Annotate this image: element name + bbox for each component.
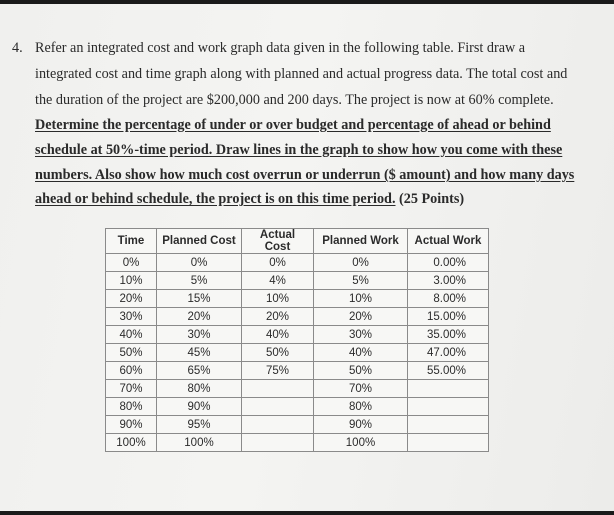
question-line-6: numbers. Also show how much cost overrun… <box>35 167 575 183</box>
cell-time: 40% <box>105 325 157 344</box>
cell-time: 50% <box>105 343 157 362</box>
cell-actual-cost: 75% <box>241 361 314 380</box>
cell-actual-cost: 10% <box>241 289 314 308</box>
question-line-3: the duration of the project are $200,000… <box>35 92 554 108</box>
cell-actual-work <box>407 415 489 434</box>
progress-data-table: Time Planned Cost Actual Cost Planned Wo… <box>105 228 489 452</box>
cell-time: 100% <box>105 433 157 452</box>
cell-actual-work <box>407 397 489 416</box>
cell-actual-cost: 40% <box>241 325 314 344</box>
cell-time: 60% <box>105 361 157 380</box>
cell-actual-work: 3.00% <box>407 271 489 290</box>
question-line-1: Refer an integrated cost and work graph … <box>35 40 526 56</box>
cell-actual-work: 47.00% <box>407 343 489 362</box>
table-row: 100% 100% 100% <box>105 433 489 452</box>
cell-actual-work: 8.00% <box>407 289 489 308</box>
cell-actual-cost <box>241 415 314 434</box>
cell-time: 90% <box>105 415 157 434</box>
cell-planned-work: 0% <box>313 253 408 272</box>
cell-actual-work: 0.00% <box>407 253 489 272</box>
question-line-2: integrated cost and time graph along wit… <box>35 66 568 82</box>
header-actual-cost: Actual Cost <box>241 228 314 254</box>
question-line-4: Determine the percentage of under or ove… <box>35 117 551 133</box>
cell-planned-work: 30% <box>313 325 408 344</box>
cell-actual-cost <box>241 433 314 452</box>
cell-planned-cost: 0% <box>156 253 242 272</box>
cell-planned-cost: 5% <box>156 271 242 290</box>
cell-actual-cost <box>241 397 314 416</box>
cell-planned-cost: 15% <box>156 289 242 308</box>
cell-planned-work: 80% <box>313 397 408 416</box>
cell-planned-work: 40% <box>313 343 408 362</box>
cell-time: 30% <box>105 307 157 326</box>
cell-actual-work: 35.00% <box>407 325 489 344</box>
header-actual-work: Actual Work <box>407 228 489 254</box>
cell-actual-cost <box>241 379 314 398</box>
worksheet-page: 4. Refer an integrated cost and work gra… <box>0 4 614 511</box>
cell-planned-cost: 95% <box>156 415 242 434</box>
table-row: 80% 90% 80% <box>105 397 489 416</box>
cell-planned-work: 70% <box>313 379 408 398</box>
cell-actual-work: 15.00% <box>407 307 489 326</box>
table-row: 0% 0% 0% 0% 0.00% <box>105 253 489 272</box>
cell-actual-cost: 4% <box>241 271 314 290</box>
header-planned-cost: Planned Cost <box>156 228 242 254</box>
cell-planned-cost: 30% <box>156 325 242 344</box>
cell-actual-cost: 0% <box>241 253 314 272</box>
table-body: 0% 0% 0% 0% 0.00% 10% 5% 4% 5% 3.00% 20% 15% 10% 10… <box>105 253 489 452</box>
table-row: 40% 30% 40% 30% 35.00% <box>105 325 489 344</box>
cell-time: 80% <box>105 397 157 416</box>
cell-actual-cost: 50% <box>241 343 314 362</box>
cell-planned-work: 5% <box>313 271 408 290</box>
table-row: 90% 95% 90% <box>105 415 489 434</box>
cell-planned-cost: 100% <box>156 433 242 452</box>
cell-actual-work <box>407 379 489 398</box>
cell-time: 20% <box>105 289 157 308</box>
cell-planned-work: 50% <box>313 361 408 380</box>
header-planned-work: Planned Work <box>313 228 408 254</box>
cell-planned-cost: 45% <box>156 343 242 362</box>
cell-actual-work: 55.00% <box>407 361 489 380</box>
question-line-7: ahead or behind schedule, the project is… <box>35 191 464 208</box>
table-row: 30% 20% 20% 20% 15.00% <box>105 307 489 326</box>
table-header-row: Time Planned Cost Actual Cost Planned Wo… <box>105 228 489 254</box>
cell-planned-cost: 80% <box>156 379 242 398</box>
table-row: 60% 65% 75% 50% 55.00% <box>105 361 489 380</box>
cell-actual-cost: 20% <box>241 307 314 326</box>
cell-time: 70% <box>105 379 157 398</box>
cell-planned-cost: 20% <box>156 307 242 326</box>
table-row: 20% 15% 10% 10% 8.00% <box>105 289 489 308</box>
table-row: 70% 80% 70% <box>105 379 489 398</box>
cell-time: 0% <box>105 253 157 272</box>
cell-planned-work: 20% <box>313 307 408 326</box>
cell-planned-cost: 65% <box>156 361 242 380</box>
question-number: 4. <box>12 40 23 56</box>
cell-planned-work: 10% <box>313 289 408 308</box>
cell-planned-cost: 90% <box>156 397 242 416</box>
cell-time: 10% <box>105 271 157 290</box>
cell-planned-work: 100% <box>313 433 408 452</box>
question-line-5: schedule at 50%-time period. Draw lines … <box>35 142 563 158</box>
cell-actual-work <box>407 433 489 452</box>
header-time: Time <box>105 228 157 254</box>
question-last-underlined: ahead or behind schedule, the project is… <box>35 191 396 207</box>
table-row: 50% 45% 50% 40% 47.00% <box>105 343 489 362</box>
question-points: (25 Points) <box>395 191 465 207</box>
cell-planned-work: 90% <box>313 415 408 434</box>
table-row: 10% 5% 4% 5% 3.00% <box>105 271 489 290</box>
